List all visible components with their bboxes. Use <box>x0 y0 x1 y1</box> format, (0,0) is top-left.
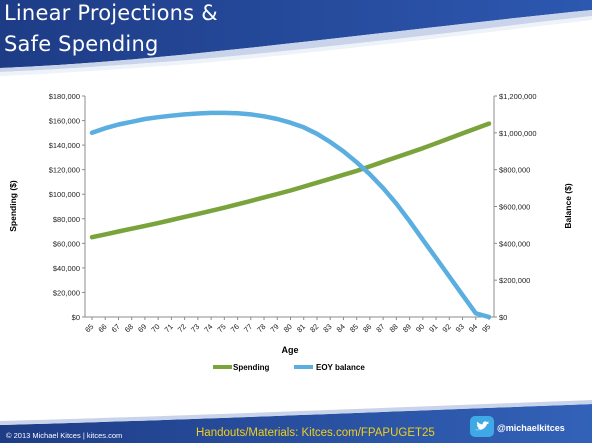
left-tick-label: $0 <box>72 313 80 322</box>
left-tick-label: $100,000 <box>49 190 80 199</box>
x-tick-label: 86 <box>361 322 373 334</box>
slide-title-line-2: Safe Spending <box>4 32 159 56</box>
right-tick-label: $1,200,000 <box>499 92 537 101</box>
left-tick-label: $80,000 <box>53 215 80 224</box>
x-tick-label: 87 <box>374 322 386 334</box>
left-tick-label: $160,000 <box>49 117 80 126</box>
x-tick-label: 95 <box>480 322 492 334</box>
series-layer <box>89 110 492 320</box>
right-tick-label: $600,000 <box>499 203 530 212</box>
x-tick-label: 91 <box>427 322 439 334</box>
header-swoosh <box>0 10 592 72</box>
x-tick-label: 76 <box>229 322 241 334</box>
right-tick-label: $1,000,000 <box>499 129 537 138</box>
right-tick-label: $800,000 <box>499 166 530 175</box>
footer-band <box>0 404 592 443</box>
x-tick-label: 94 <box>467 322 479 334</box>
x-tick-label: 81 <box>295 322 307 334</box>
x-tick-label: 89 <box>401 322 413 334</box>
right-tick-label: $0 <box>499 313 507 322</box>
x-tick-label: 72 <box>176 322 188 334</box>
x-tick-label: 65 <box>83 322 95 334</box>
x-tick-label: 84 <box>335 322 347 334</box>
header-swoosh-light <box>0 16 592 76</box>
left-tick-label: $120,000 <box>49 166 80 175</box>
left-tick-label: $180,000 <box>49 92 80 101</box>
x-tick-label: 90 <box>414 322 426 334</box>
x-tick-label: 82 <box>308 322 320 334</box>
x-tick-label: 93 <box>454 322 466 334</box>
x-tick-label: 70 <box>149 322 161 334</box>
x-tick-label: 92 <box>440 322 452 334</box>
x-axis-ticks: 65 66 67 68 69 70 71 72 73 74 75 76 77 78 79 80 81 82 83 84… <box>83 317 492 334</box>
x-tick-label: 74 <box>202 322 214 334</box>
x-tick-label: 71 <box>163 322 175 334</box>
left-axis-ticks: $0 $20,000 $40,000 $60,000 $80,000 $100,000 $1… <box>49 92 85 322</box>
x-tick-label: 67 <box>110 322 122 334</box>
x-tick-label: 83 <box>321 322 333 334</box>
x-tick-label: 73 <box>189 322 201 334</box>
x-tick-label: 77 <box>242 322 254 334</box>
x-axis-label: Age <box>281 345 298 355</box>
twitter-bird-icon[interactable] <box>470 416 494 437</box>
right-axis-ticks: $0 $200,000 $400,000 $600,000 $800,000 $1,000… <box>494 92 537 322</box>
legend-label-spending: Spending <box>233 363 270 372</box>
left-tick-label: $60,000 <box>53 239 80 248</box>
x-tick-label: 80 <box>282 322 294 334</box>
x-tick-label: 66 <box>96 322 108 334</box>
x-tick-label: 78 <box>255 322 267 334</box>
footer-twitter-handle[interactable]: @michaelkitces <box>497 423 565 433</box>
x-tick-label: 79 <box>268 322 280 334</box>
y2-axis-label: Balance ($) <box>563 183 573 229</box>
right-tick-label: $400,000 <box>499 239 530 248</box>
left-tick-label: $40,000 <box>53 264 80 273</box>
x-tick-label: 85 <box>348 322 360 334</box>
left-tick-label: $140,000 <box>49 141 80 150</box>
chart-legend: Spending EOY balance <box>213 363 365 372</box>
slide-title-line-1: Linear Projections & <box>4 1 218 25</box>
series-line-eoy-balance <box>89 110 492 320</box>
footer-copyright: © 2013 Michael Kitces | kitces.com <box>6 431 123 440</box>
chart-axes <box>84 96 495 318</box>
x-tick-label: 69 <box>136 322 148 334</box>
header-band <box>0 0 592 68</box>
right-tick-label: $200,000 <box>499 276 530 285</box>
series-line-spending <box>89 121 492 240</box>
footer-handouts-link[interactable]: Handouts/Materials: Kitces.com/FPAPUGET2… <box>196 427 435 439</box>
x-tick-label: 68 <box>123 322 135 334</box>
x-tick-label: 75 <box>215 322 227 334</box>
legend-label-eoy-balance: EOY balance <box>316 363 365 372</box>
left-tick-label: $20,000 <box>53 288 80 297</box>
y-axis-label: Spending ($) <box>8 180 18 232</box>
x-tick-label: 88 <box>388 322 400 334</box>
footer-swoosh <box>0 400 592 425</box>
